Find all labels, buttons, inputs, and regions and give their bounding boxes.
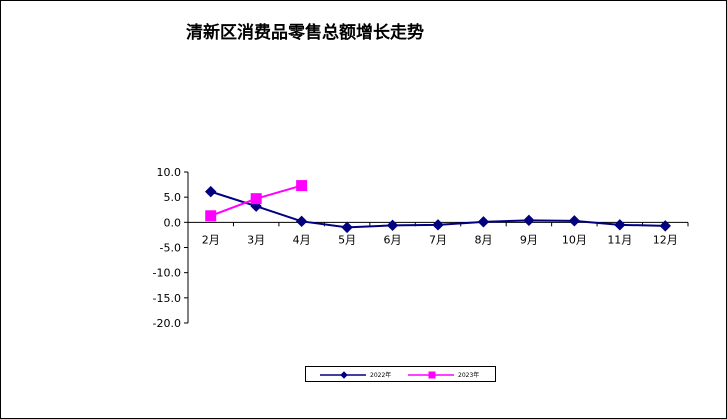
x-tick-label: 2月 [202,233,220,246]
x-tick-label: 11月 [607,233,632,246]
y-tick-label: 5.0 [164,191,182,204]
data-point [568,215,581,227]
x-tick-label: 10月 [562,233,587,246]
y-tick-label: -10.0 [153,267,181,280]
x-tick-label: 8月 [474,233,492,246]
chart-title: 清新区消费品零售总额增长走势 [186,23,424,43]
data-point [205,210,217,222]
x-tick-label: 3月 [247,233,265,246]
tick-labels: 10.0 5.0 0.0 -5.0 -10.0 -15.0 -20.0 2月 3月 4月 5月 6月 7… [153,166,678,330]
x-tick-label: 5月 [338,233,356,246]
x-tick-label: 12月 [653,233,678,246]
data-point [659,220,671,232]
legend-marker [428,371,436,379]
legend-label: 2022年 [370,371,391,379]
legend-marker [340,371,348,379]
data-point [296,180,308,192]
legend-label: 2023年 [458,371,479,379]
data-point [205,185,217,198]
x-tick-label: 9月 [520,233,538,246]
data-point [386,219,399,232]
data-point [523,214,535,227]
legend-items: 2022年 2023年 [320,371,479,379]
x-tick-label: 6月 [384,233,402,246]
y-tick-label: 0.0 [164,216,182,229]
series-markers [205,180,671,234]
data-point [432,219,444,231]
data-point [614,219,626,231]
y-tick-label: -15.0 [153,292,181,305]
data-point [477,216,490,228]
y-tick-label: -5.0 [160,242,181,255]
y-tick-label: -20.0 [153,317,181,330]
data-point [250,193,262,205]
data-point [341,221,353,234]
data-point [295,215,308,228]
y-tick-label: 10.0 [157,166,182,179]
x-tick-label: 4月 [293,233,311,246]
legend: 2022年 2023年 [305,366,496,382]
x-tick-label: 7月 [429,233,447,246]
